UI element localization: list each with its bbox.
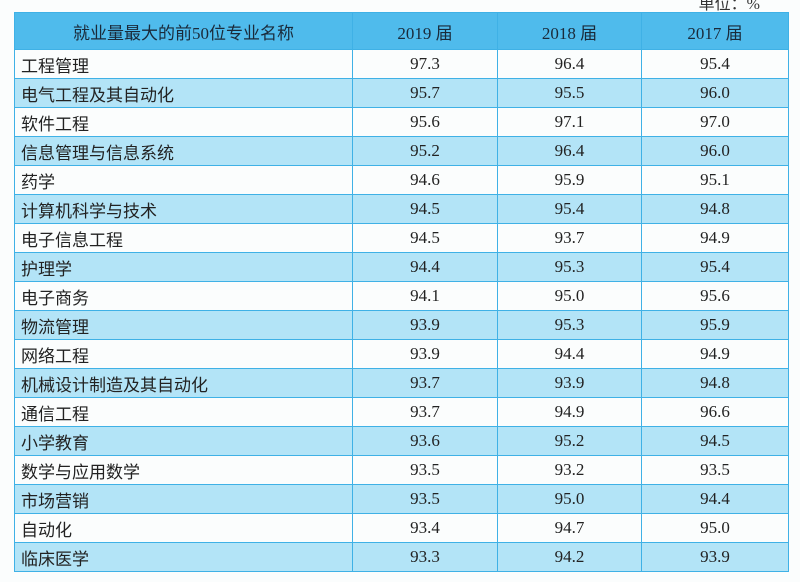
- value-2019: 95.7: [352, 78, 498, 108]
- table-row: 临床医学 93.3 94.2 93.9: [14, 542, 789, 572]
- value-2018: 95.0: [497, 281, 642, 311]
- major-name: 软件工程: [14, 107, 353, 137]
- value-2019: 93.3: [352, 542, 498, 572]
- major-name: 电气工程及其自动化: [14, 78, 353, 108]
- value-2017: 94.8: [641, 194, 789, 224]
- major-name: 网络工程: [14, 339, 353, 369]
- value-2019: 93.6: [352, 426, 498, 456]
- value-2019: 93.4: [352, 513, 498, 543]
- major-name: 小学教育: [14, 426, 353, 456]
- value-2017: 95.1: [641, 165, 789, 195]
- value-2018: 94.4: [497, 339, 642, 369]
- table-row: 护理学 94.4 95.3 95.4: [14, 252, 789, 282]
- value-2018: 94.2: [497, 542, 642, 572]
- value-2017: 94.9: [641, 223, 789, 253]
- major-name: 数学与应用数学: [14, 455, 353, 485]
- value-2019: 97.3: [352, 49, 498, 79]
- table-row: 数学与应用数学 93.5 93.2 93.5: [14, 455, 789, 485]
- table-row: 计算机科学与技术 94.5 95.4 94.8: [14, 194, 789, 224]
- value-2018: 95.2: [497, 426, 642, 456]
- table-row: 物流管理 93.9 95.3 95.9: [14, 310, 789, 340]
- value-2017: 97.0: [641, 107, 789, 137]
- value-2018: 97.1: [497, 107, 642, 137]
- table-row: 机械设计制造及其自动化 93.7 93.9 94.8: [14, 368, 789, 398]
- value-2019: 93.9: [352, 339, 498, 369]
- value-2019: 93.7: [352, 368, 498, 398]
- value-2017: 94.8: [641, 368, 789, 398]
- value-2018: 95.3: [497, 252, 642, 282]
- value-2018: 93.2: [497, 455, 642, 485]
- value-2018: 93.9: [497, 368, 642, 398]
- employment-rate-table: 就业量最大的前50位专业名称 2019 届 2018 届 2017 届 工程管理…: [14, 12, 789, 572]
- major-name: 护理学: [14, 252, 353, 282]
- table-row: 自动化 93.4 94.7 95.0: [14, 513, 789, 543]
- major-name: 工程管理: [14, 49, 353, 79]
- table-row: 通信工程 93.7 94.9 96.6: [14, 397, 789, 427]
- value-2019: 94.5: [352, 194, 498, 224]
- header-major: 就业量最大的前50位专业名称: [14, 12, 353, 50]
- value-2019: 94.5: [352, 223, 498, 253]
- major-name: 物流管理: [14, 310, 353, 340]
- major-name: 临床医学: [14, 542, 353, 572]
- table-row: 网络工程 93.9 94.4 94.9: [14, 339, 789, 369]
- value-2018: 94.7: [497, 513, 642, 543]
- table-row: 工程管理 97.3 96.4 95.4: [14, 49, 789, 79]
- value-2018: 96.4: [497, 136, 642, 166]
- value-2019: 94.6: [352, 165, 498, 195]
- table-row: 药学 94.6 95.9 95.1: [14, 165, 789, 195]
- value-2019: 93.7: [352, 397, 498, 427]
- major-name: 电子商务: [14, 281, 353, 311]
- major-name: 自动化: [14, 513, 353, 543]
- table-row: 电子信息工程 94.5 93.7 94.9: [14, 223, 789, 253]
- value-2018: 95.5: [497, 78, 642, 108]
- major-name: 信息管理与信息系统: [14, 136, 353, 166]
- value-2018: 94.9: [497, 397, 642, 427]
- major-name: 机械设计制造及其自动化: [14, 368, 353, 398]
- value-2018: 93.7: [497, 223, 642, 253]
- value-2017: 94.9: [641, 339, 789, 369]
- value-2018: 95.9: [497, 165, 642, 195]
- value-2017: 95.0: [641, 513, 789, 543]
- value-2019: 93.9: [352, 310, 498, 340]
- value-2019: 94.4: [352, 252, 498, 282]
- value-2017: 95.6: [641, 281, 789, 311]
- header-2017: 2017 届: [641, 12, 789, 50]
- table-row: 信息管理与信息系统 95.2 96.4 96.0: [14, 136, 789, 166]
- value-2017: 96.0: [641, 136, 789, 166]
- header-2018: 2018 届: [497, 12, 642, 50]
- value-2018: 95.0: [497, 484, 642, 514]
- value-2017: 95.9: [641, 310, 789, 340]
- major-name: 药学: [14, 165, 353, 195]
- value-2017: 95.4: [641, 49, 789, 79]
- table-row: 市场营销 93.5 95.0 94.4: [14, 484, 789, 514]
- value-2019: 93.5: [352, 484, 498, 514]
- value-2019: 93.5: [352, 455, 498, 485]
- unit-label: 单位：%: [698, 0, 760, 13]
- value-2018: 95.3: [497, 310, 642, 340]
- table-row: 电子商务 94.1 95.0 95.6: [14, 281, 789, 311]
- value-2017: 95.4: [641, 252, 789, 282]
- value-2017: 96.0: [641, 78, 789, 108]
- value-2017: 93.9: [641, 542, 789, 572]
- major-name: 通信工程: [14, 397, 353, 427]
- value-2017: 94.5: [641, 426, 789, 456]
- table-header-row: 就业量最大的前50位专业名称 2019 届 2018 届 2017 届: [14, 12, 789, 50]
- value-2019: 95.2: [352, 136, 498, 166]
- value-2018: 95.4: [497, 194, 642, 224]
- major-name: 市场营销: [14, 484, 353, 514]
- value-2019: 94.1: [352, 281, 498, 311]
- value-2018: 96.4: [497, 49, 642, 79]
- table-row: 小学教育 93.6 95.2 94.5: [14, 426, 789, 456]
- value-2017: 96.6: [641, 397, 789, 427]
- value-2017: 94.4: [641, 484, 789, 514]
- major-name: 电子信息工程: [14, 223, 353, 253]
- table-row: 软件工程 95.6 97.1 97.0: [14, 107, 789, 137]
- major-name: 计算机科学与技术: [14, 194, 353, 224]
- value-2019: 95.6: [352, 107, 498, 137]
- value-2017: 93.5: [641, 455, 789, 485]
- table-row: 电气工程及其自动化 95.7 95.5 96.0: [14, 78, 789, 108]
- header-2019: 2019 届: [352, 12, 498, 50]
